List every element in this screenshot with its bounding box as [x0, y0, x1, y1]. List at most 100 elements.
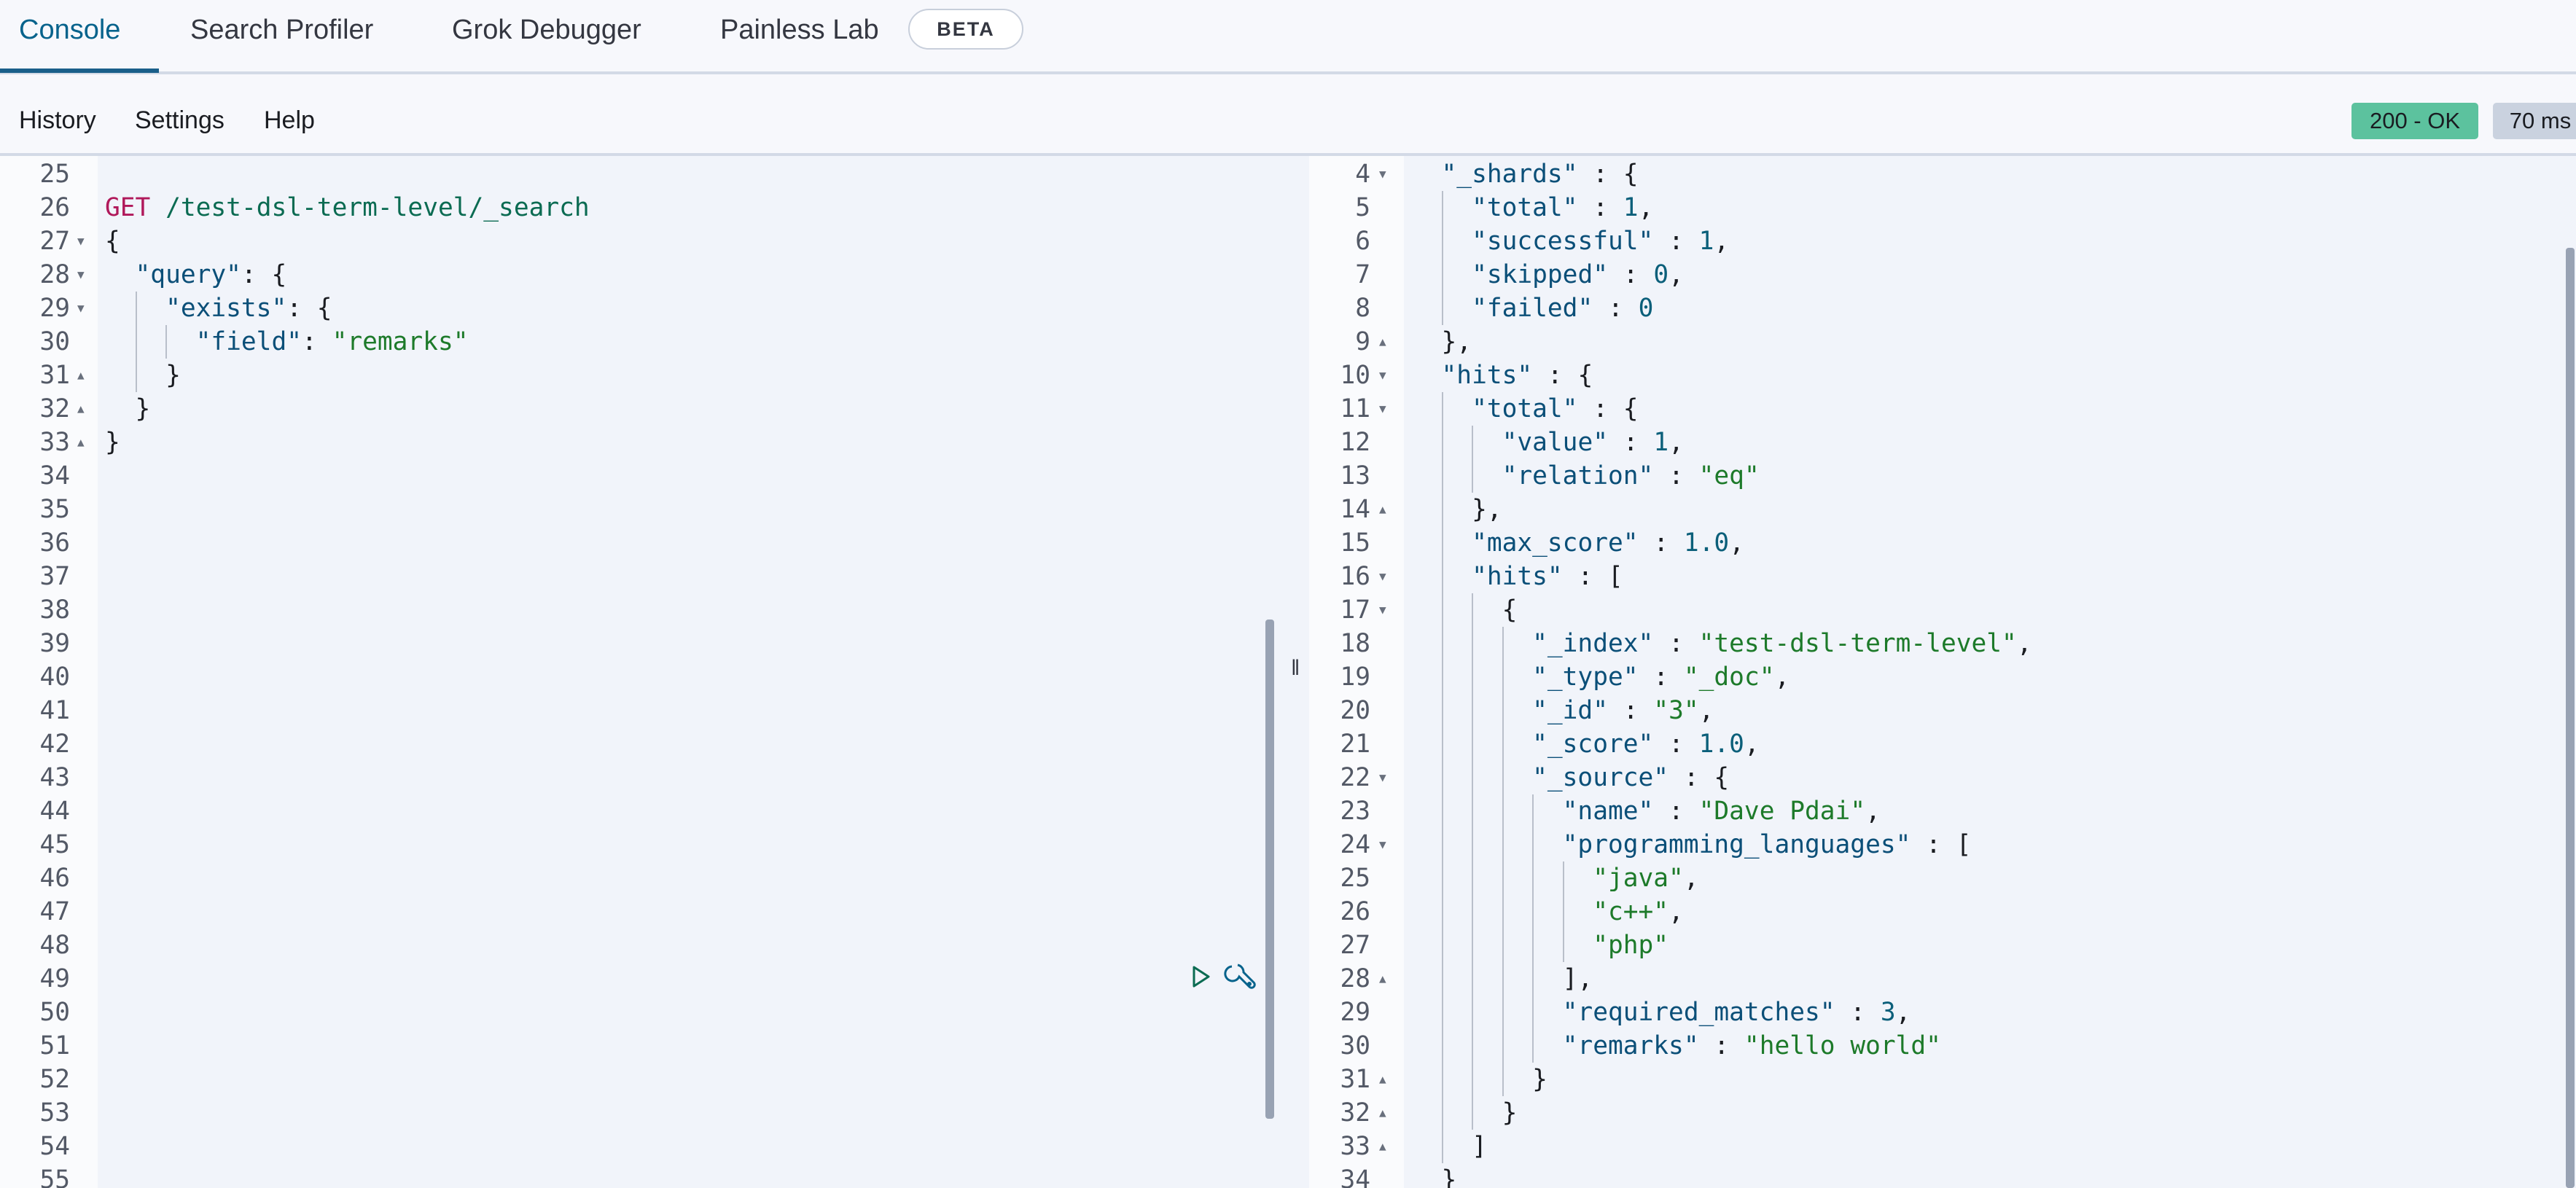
line-number: 41	[39, 696, 70, 725]
code-line: 26 "c++",	[1309, 895, 2576, 929]
line-number: 32	[39, 394, 70, 423]
code-line: 53	[0, 1096, 1284, 1130]
token-key: "total"	[1472, 193, 1578, 222]
token-punc: ,	[1714, 227, 1730, 256]
token-key: "_source"	[1532, 763, 1669, 792]
indent-guide	[1532, 1029, 1563, 1063]
indent-guide	[1441, 660, 1472, 694]
line-number: 11	[1340, 394, 1370, 423]
request-editor[interactable]: 25 26 GET /test-dsl-term-level/_search 27 ▼ {…	[0, 156, 1284, 1188]
token-str: "3"	[1653, 696, 1699, 725]
indent-guide	[1411, 828, 1442, 861]
help-button[interactable]: Help	[264, 106, 315, 134]
pane-divider[interactable]	[1284, 156, 1309, 1188]
indent-guide	[1472, 660, 1502, 694]
token-punc: {	[1608, 394, 1639, 423]
tab-grok-debugger[interactable]: Grok Debugger	[452, 15, 641, 45]
code-line: 44	[0, 794, 1284, 828]
indent-guide	[1441, 996, 1472, 1029]
token-punc: :	[302, 327, 317, 356]
indent-guide	[1472, 761, 1502, 794]
indent-guide	[1472, 861, 1502, 895]
token-punc: :	[1668, 763, 1699, 792]
code-text: {	[105, 224, 120, 258]
indent-guide	[105, 359, 136, 392]
fold-close-icon: ▲	[1379, 335, 1386, 348]
token-punc: ,	[1774, 663, 1790, 692]
indent-guide	[1411, 996, 1442, 1029]
token-punc: :	[1653, 629, 1684, 658]
settings-button[interactable]: Settings	[135, 106, 225, 134]
wrench-icon[interactable]	[1224, 964, 1256, 989]
resize-handle-icon[interactable]: ‖	[1291, 656, 1300, 680]
history-button[interactable]: History	[19, 106, 96, 134]
indent-guide	[1441, 761, 1472, 794]
token-key: "hits"	[1441, 361, 1533, 390]
indent-guide	[1472, 627, 1502, 660]
indent-guide	[1441, 1130, 1472, 1163]
token-key: "total"	[1472, 394, 1578, 423]
token-url: /test-dsl-term-level/_search	[165, 193, 590, 222]
code-text: "_type" : "_doc",	[1411, 660, 1789, 694]
duration-badge: 70 ms	[2493, 103, 2576, 139]
token-key: "failed"	[1472, 294, 1593, 323]
line-number: 50	[39, 998, 70, 1027]
indent-guide	[1502, 1063, 1533, 1096]
token-key: "_index"	[1532, 629, 1654, 658]
line-number: 20	[1340, 696, 1370, 725]
code-text: "field": "remarks"	[105, 325, 469, 359]
line-number: 25	[1340, 864, 1370, 893]
line-number: 16	[1340, 562, 1370, 591]
code-line: 22 ▼ "_source" : {	[1309, 761, 2576, 794]
indent-guide	[1441, 560, 1472, 593]
indent-guide	[1502, 761, 1533, 794]
line-number: 13	[1340, 461, 1370, 491]
response-scrollbar[interactable]	[2566, 248, 2575, 1188]
token-num: 0	[1638, 294, 1654, 323]
line-number: 34	[1340, 1165, 1370, 1188]
play-icon[interactable]	[1193, 966, 1210, 988]
token-punc: ,	[1668, 897, 1684, 926]
tab-painless-lab[interactable]: Painless Lab	[720, 15, 879, 45]
fold-open-icon: ▼	[77, 234, 85, 248]
tab-console[interactable]: Console	[19, 15, 121, 45]
line-number: 48	[39, 931, 70, 960]
code-text: "skipped" : 0,	[1411, 258, 1684, 292]
indent-guide	[1441, 1096, 1472, 1130]
code-line: 35	[0, 493, 1284, 526]
indent-guide	[1441, 895, 1472, 929]
code-text: "successful" : 1,	[1411, 224, 1729, 258]
indent-guide	[1411, 929, 1442, 962]
token-punc: :	[1577, 193, 1609, 222]
request-gutter	[0, 156, 98, 1188]
indent-guide	[1441, 426, 1472, 459]
code-line: 18 "_index" : "test-dsl-term-level",	[1309, 627, 2576, 660]
token-punc: :	[1835, 998, 1866, 1027]
line-number: 22	[1340, 763, 1370, 792]
token-key: "query"	[135, 260, 241, 289]
token-key: "required_matches"	[1562, 998, 1835, 1027]
line-number: 33	[39, 428, 70, 457]
code-text: "c++",	[1411, 895, 1684, 929]
token-key: "_type"	[1532, 663, 1639, 692]
code-line: 25 "java",	[1309, 861, 2576, 895]
code-text: "java",	[1411, 861, 1699, 895]
token-key: "hits"	[1472, 562, 1563, 591]
token-key: "name"	[1562, 797, 1654, 826]
line-number: 52	[39, 1065, 70, 1094]
code-line: 31 ▲}	[1309, 1063, 2576, 1096]
indent-guide	[1411, 895, 1442, 929]
code-line: 28 ▼ "query": {	[0, 258, 1284, 292]
code-text: ],	[1411, 962, 1593, 996]
code-text: "total" : {	[1411, 392, 1639, 426]
fold-close-icon: ▲	[1379, 972, 1386, 985]
fold-close-icon: ▲	[1379, 1106, 1386, 1119]
tab-search-profiler[interactable]: Search Profiler	[190, 15, 374, 45]
token-punc: {	[302, 294, 332, 323]
token-punc: },	[1441, 327, 1472, 356]
code-line: 23 "name" : "Dave Pdai",	[1309, 794, 2576, 828]
indent-guide	[135, 359, 166, 392]
code-text: "required_matches" : 3,	[1411, 996, 1910, 1029]
request-scrollbar[interactable]	[1265, 620, 1274, 1119]
code-line: 26 GET /test-dsl-term-level/_search	[0, 191, 1284, 224]
